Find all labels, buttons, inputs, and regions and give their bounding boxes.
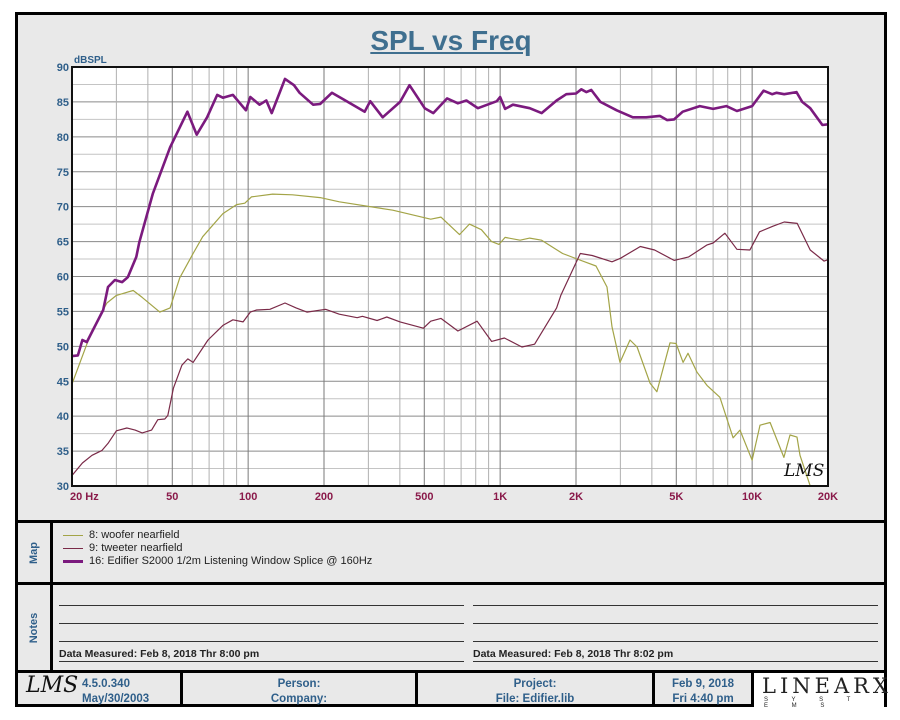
x-tick-label: 200 (315, 491, 333, 503)
footer: LMS 4.5.0.340 May/30/2003 Person: Compan… (18, 670, 888, 709)
legend-item: 8: woofer nearfield (63, 529, 180, 541)
note-line (473, 641, 878, 642)
version-date: May/30/2003 (82, 693, 150, 705)
linearx-logo: LINEARX S Y S T E M S (754, 673, 888, 709)
y-tick-label: 75 (57, 167, 69, 179)
spl-chart: 30 35 40 45 50 55 60 65 70 75 80 85 90 20 Hz 50 100 200 5… (57, 55, 838, 503)
x-tick-label: 100 (239, 491, 257, 503)
legend-label: 9: tweeter nearfield (89, 542, 183, 554)
brand-subtext: S Y S T E M S (764, 697, 862, 709)
y-tick-label: 45 (57, 376, 69, 388)
y-tick-label: 65 (57, 237, 69, 249)
note-line (59, 605, 464, 606)
y-tick-label: 90 (57, 62, 69, 74)
chart-title: SPL vs Freq (370, 25, 532, 56)
x-tick-label: 1K (493, 491, 507, 503)
left-data-measured: Data Measured: Feb 8, 2018 Thr 8:00 pm (59, 648, 260, 660)
y-tick-label: 70 (57, 202, 69, 214)
note-line (473, 623, 878, 624)
y-tick-label: 85 (57, 97, 69, 109)
note-line (59, 641, 464, 642)
x-tick-label: 20 Hz (70, 491, 99, 503)
x-tick-label: 50 (166, 491, 178, 503)
right-data-measured: Data Measured: Feb 8, 2018 Thr 8:02 pm (473, 648, 674, 660)
project-cell: Project: File: Edifier.lib (418, 673, 655, 707)
legend-label: 8: woofer nearfield (89, 529, 180, 541)
notes-label: Notes (18, 585, 53, 670)
print-time: Fri 4:40 pm (672, 693, 734, 705)
lms-watermark: LMS (783, 461, 824, 481)
legend-label: 16: Edifier S2000 1/2m Listening Window … (89, 555, 373, 567)
plot-border (71, 66, 829, 487)
x-tick-label: 20K (818, 491, 838, 503)
legend-swatch (63, 559, 83, 563)
y-tick-label: 30 (57, 481, 69, 493)
legend-item: 9: tweeter nearfield (63, 542, 183, 554)
y-axis-label: dBSPL (74, 55, 107, 66)
series-line-2 (71, 221, 829, 476)
print-date: Feb 9, 2018 (671, 678, 734, 690)
x-tick-label: 10K (742, 491, 762, 503)
map-label: Map (18, 523, 53, 582)
series-line-3 (71, 77, 829, 358)
project-label: Project: (513, 678, 557, 690)
report-frame: SPL vs Freq 30 35 40 45 50 55 60 65 70 75 80 85 90 20… (15, 12, 888, 709)
person-cell: Person: Company: (183, 673, 418, 707)
note-line (473, 661, 878, 662)
x-tick-label: 2K (569, 491, 583, 503)
brand-text: LINEARX (762, 674, 892, 698)
company-label: Company: (270, 693, 328, 705)
y-tick-label: 60 (57, 272, 69, 284)
map-section: Map 8: woofer nearfield 9: tweeter nearfi… (18, 520, 884, 582)
notes-label-text: Notes (28, 612, 40, 643)
y-tick-label: 80 (57, 132, 69, 144)
y-tick-label: 50 (57, 341, 69, 353)
y-tick-label: 40 (57, 411, 69, 423)
version: 4.5.0.340 (82, 678, 130, 690)
note-line (59, 623, 464, 624)
file-name: File: Edifier.lib (495, 693, 575, 705)
y-tick-label: 35 (57, 446, 69, 458)
version-cell: LMS 4.5.0.340 May/30/2003 (18, 673, 183, 707)
series-line-1 (71, 193, 811, 486)
version-info: 4.5.0.340 May/30/2003 (82, 677, 149, 707)
notes-section: Notes Data Measured: Feb 8, 2018 Thr 8:0… (18, 582, 884, 670)
x-tick-label: 500 (415, 491, 433, 503)
date-cell: Feb 9, 2018 Fri 4:40 pm (655, 673, 754, 707)
x-tick-label: 5K (669, 491, 683, 503)
legend-item: 16: Edifier S2000 1/2m Listening Window … (63, 555, 372, 567)
note-line (59, 661, 464, 662)
note-line (473, 605, 878, 606)
y-tick-label: 55 (57, 306, 69, 318)
map-label-text: Map (28, 541, 40, 564)
legend-swatch (63, 547, 83, 549)
legend-swatch (63, 534, 83, 536)
person-label: Person: (277, 678, 321, 690)
lms-logo: LMS (26, 673, 79, 698)
